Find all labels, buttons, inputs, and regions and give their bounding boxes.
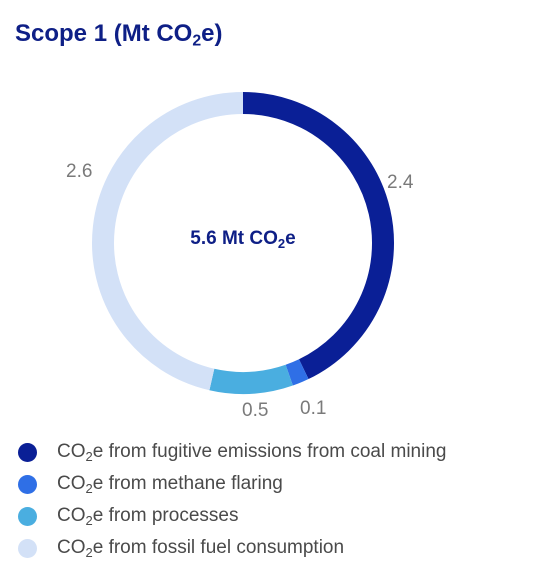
donut-slice-fossil xyxy=(92,92,244,391)
donut-center-label: 5.6 Mt CO2e xyxy=(190,228,296,251)
slice-value-flaring: 0.1 xyxy=(300,398,327,419)
chart-title: Scope 1 (Mt CO2e) xyxy=(15,20,223,50)
donut-slice-fugitive xyxy=(242,92,394,380)
legend-item-fugitive: CO2e from fugitive emissions from coal m… xyxy=(18,436,446,468)
legend-item-processes: CO2e from processes xyxy=(18,500,446,532)
donut-chart xyxy=(92,92,394,394)
slice-value-fossil: 2.6 xyxy=(66,161,93,182)
legend-label-flaring: CO2e from methane flaring xyxy=(57,472,283,496)
donut-slice-flaring xyxy=(285,359,309,386)
legend-item-fossil: CO2e from fossil fuel consumption xyxy=(18,532,446,564)
legend-swatch-fossil xyxy=(18,538,37,558)
donut-slice-processes xyxy=(209,364,293,394)
slice-value-processes: 0.5 xyxy=(242,400,269,421)
legend-label-fossil: CO2e from fossil fuel consumption xyxy=(57,536,345,560)
legend-label-processes: CO2e from processes xyxy=(57,504,239,528)
legend-item-flaring: CO2e from methane flaring xyxy=(18,468,446,500)
legend-swatch-flaring xyxy=(18,474,37,494)
legend-label-fugitive: CO2e from fugitive emissions from coal m… xyxy=(57,440,447,464)
legend-swatch-processes xyxy=(18,506,37,526)
legend-swatch-fugitive xyxy=(18,442,37,462)
legend: CO2e from fugitive emissions from coal m… xyxy=(18,436,446,564)
slice-value-fugitive: 2.4 xyxy=(387,172,414,193)
